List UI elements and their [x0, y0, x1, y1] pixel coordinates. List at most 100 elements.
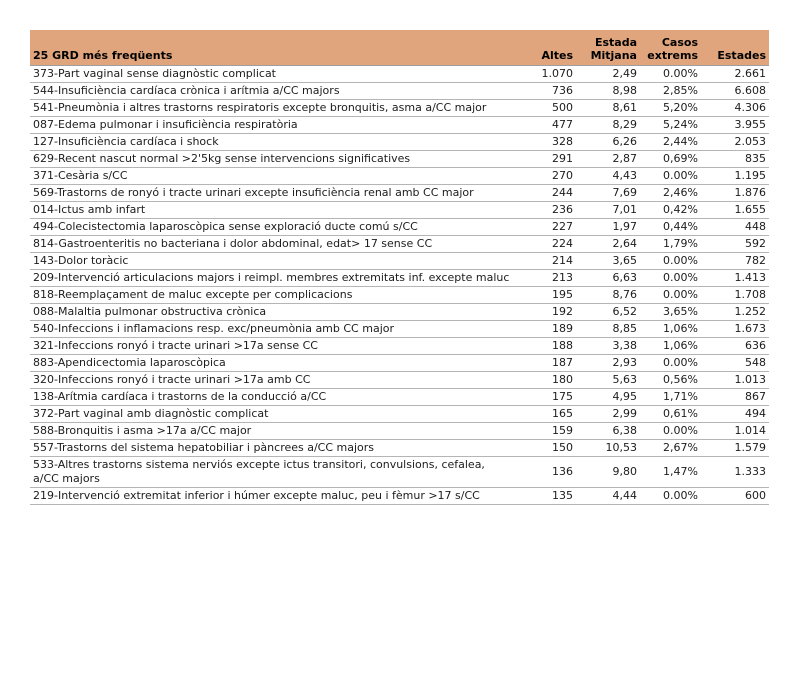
- estades-cell: 494: [701, 405, 769, 423]
- estada-mitjana-cell: 2,64: [576, 235, 640, 253]
- estada-mitjana-cell: 4,43: [576, 167, 640, 185]
- table-row: 373-Part vaginal sense diagnòstic compli…: [30, 65, 769, 83]
- grd-cell: 541-Pneumònia i altres trastorns respira…: [30, 99, 535, 117]
- table-row: 088-Malaltia pulmonar obstructiva crònic…: [30, 303, 769, 321]
- estada-mitjana-cell: 8,61: [576, 99, 640, 117]
- grd-cell: 014-Ictus amb infart: [30, 201, 535, 219]
- casos-extrems-cell: 5,24%: [640, 116, 701, 134]
- estades-cell: 6.608: [701, 82, 769, 100]
- grd-cell: 533-Altres trastorns sistema nerviós exc…: [30, 456, 535, 488]
- grd-frequency-table: 25 GRD més freqüents Altes Estada Mitjan…: [30, 30, 769, 505]
- altes-cell: 227: [535, 218, 576, 236]
- altes-cell: 291: [535, 150, 576, 168]
- table-row: 087-Edema pulmonar i insuficiència respi…: [30, 116, 769, 134]
- table-row: 629-Recent nascut normal >2'5kg sense in…: [30, 150, 769, 168]
- casos-extrems-cell: 3,65%: [640, 303, 701, 321]
- altes-cell: 736: [535, 82, 576, 100]
- table-row: 818-Reemplaçament de maluc excepte per c…: [30, 286, 769, 304]
- table-row: 494-Colecistectomia laparoscòpica sense …: [30, 218, 769, 236]
- estada-mitjana-cell: 4,95: [576, 388, 640, 406]
- altes-cell: 195: [535, 286, 576, 304]
- column-header-casos-extrems: Casos extrems: [640, 30, 701, 66]
- casos-extrems-cell: 0,56%: [640, 371, 701, 389]
- altes-cell: 214: [535, 252, 576, 270]
- estades-cell: 1.579: [701, 439, 769, 457]
- column-header-estada-mitjana: Estada Mitjana: [576, 30, 640, 66]
- estades-cell: 1.333: [701, 456, 769, 488]
- table-row: 533-Altres trastorns sistema nerviós exc…: [30, 456, 769, 488]
- casos-extrems-cell: 1,71%: [640, 388, 701, 406]
- grd-cell: 209-Intervenció articulacions majors i r…: [30, 269, 535, 287]
- column-header-altes: Altes: [535, 30, 576, 66]
- grd-cell: 127-Insuficiència cardíaca i shock: [30, 133, 535, 151]
- estades-cell: 4.306: [701, 99, 769, 117]
- table-header-row: 25 GRD més freqüents Altes Estada Mitjan…: [30, 30, 769, 66]
- altes-cell: 328: [535, 133, 576, 151]
- grd-cell: 588-Bronquitis i asma >17a a/CC major: [30, 422, 535, 440]
- table-row: 569-Trastorns de ronyó i tracte urinari …: [30, 184, 769, 202]
- estada-mitjana-cell: 6,63: [576, 269, 640, 287]
- table-row: 127-Insuficiència cardíaca i shock 328 6,2…: [30, 133, 769, 151]
- altes-cell: 244: [535, 184, 576, 202]
- estada-mitjana-cell: 6,38: [576, 422, 640, 440]
- estades-cell: 1.413: [701, 269, 769, 287]
- casos-extrems-cell: 1,06%: [640, 320, 701, 338]
- casos-extrems-cell: 0.00%: [640, 167, 701, 185]
- casos-extrems-cell: 0.00%: [640, 286, 701, 304]
- altes-cell: 175: [535, 388, 576, 406]
- casos-extrems-cell: 0,44%: [640, 218, 701, 236]
- estades-cell: 448: [701, 218, 769, 236]
- estada-mitjana-cell: 8,98: [576, 82, 640, 100]
- altes-cell: 500: [535, 99, 576, 117]
- estades-cell: 2.661: [701, 65, 769, 83]
- grd-cell: 544-Insuficiència cardíaca crònica i arí…: [30, 82, 535, 100]
- altes-cell: 165: [535, 405, 576, 423]
- casos-extrems-cell: 0.00%: [640, 65, 701, 83]
- estada-mitjana-cell: 10,53: [576, 439, 640, 457]
- estada-mitjana-cell: 2,93: [576, 354, 640, 372]
- grd-cell: 494-Colecistectomia laparoscòpica sense …: [30, 218, 535, 236]
- grd-cell: 371-Cesària s/CC: [30, 167, 535, 185]
- table-row: 544-Insuficiència cardíaca crònica i arí…: [30, 82, 769, 100]
- altes-cell: 188: [535, 337, 576, 355]
- casos-extrems-cell: 5,20%: [640, 99, 701, 117]
- altes-cell: 236: [535, 201, 576, 219]
- grd-cell: 320-Infeccions ronyó i tracte urinari >1…: [30, 371, 535, 389]
- altes-cell: 159: [535, 422, 576, 440]
- grd-cell: 540-Infeccions i inflamacions resp. exc/…: [30, 320, 535, 338]
- estades-cell: 867: [701, 388, 769, 406]
- estada-mitjana-cell: 8,29: [576, 116, 640, 134]
- estades-cell: 2.053: [701, 133, 769, 151]
- casos-extrems-cell: 1,79%: [640, 235, 701, 253]
- estada-mitjana-cell: 4,44: [576, 487, 640, 505]
- altes-cell: 1.070: [535, 65, 576, 83]
- grd-cell: 629-Recent nascut normal >2'5kg sense in…: [30, 150, 535, 168]
- estades-cell: 1.708: [701, 286, 769, 304]
- estades-cell: 782: [701, 252, 769, 270]
- estades-cell: 1.876: [701, 184, 769, 202]
- grd-cell: 088-Malaltia pulmonar obstructiva crònic…: [30, 303, 535, 321]
- table-row: 219-Intervenció extremitat inferior i hú…: [30, 487, 769, 505]
- grd-cell: 883-Apendicectomia laparoscòpica: [30, 354, 535, 372]
- grd-cell: 814-Gastroenteritis no bacteriana i dolo…: [30, 235, 535, 253]
- casos-extrems-cell: 2,46%: [640, 184, 701, 202]
- casos-extrems-cell: 0.00%: [640, 252, 701, 270]
- table-row: 321-Infeccions ronyó i tracte urinari >1…: [30, 337, 769, 355]
- estades-cell: 1.195: [701, 167, 769, 185]
- estada-mitjana-cell: 1,97: [576, 218, 640, 236]
- grd-cell: 569-Trastorns de ronyó i tracte urinari …: [30, 184, 535, 202]
- altes-cell: 213: [535, 269, 576, 287]
- estada-mitjana-cell: 6,26: [576, 133, 640, 151]
- altes-cell: 180: [535, 371, 576, 389]
- estada-mitjana-cell: 8,85: [576, 320, 640, 338]
- grd-report: 25 GRD més freqüents Altes Estada Mitjan…: [30, 30, 769, 505]
- altes-cell: 189: [535, 320, 576, 338]
- estades-cell: 1.013: [701, 371, 769, 389]
- estada-mitjana-cell: 8,76: [576, 286, 640, 304]
- estades-cell: 1.252: [701, 303, 769, 321]
- table-row: 014-Ictus amb infart 236 7,01 0,42% 1.655: [30, 201, 769, 219]
- altes-cell: 270: [535, 167, 576, 185]
- table-row: 541-Pneumònia i altres trastorns respira…: [30, 99, 769, 117]
- table-row: 371-Cesària s/CC 270 4,43 0.00% 1.195: [30, 167, 769, 185]
- grd-cell: 818-Reemplaçament de maluc excepte per c…: [30, 286, 535, 304]
